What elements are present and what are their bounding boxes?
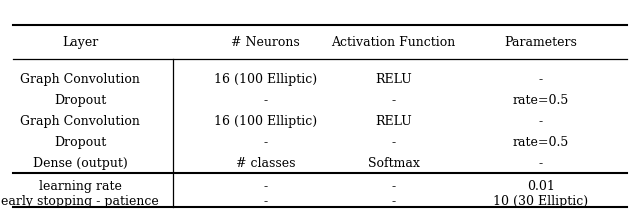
Text: Dropout: Dropout xyxy=(54,94,106,107)
Text: 10 (30 Elliptic): 10 (30 Elliptic) xyxy=(493,195,588,208)
Text: 0.01: 0.01 xyxy=(527,180,555,193)
Text: -: - xyxy=(264,94,268,107)
Text: RELU: RELU xyxy=(375,115,412,128)
Text: # Neurons: # Neurons xyxy=(231,36,300,49)
Text: Graph Convolution: Graph Convolution xyxy=(20,73,140,86)
Text: Parameters: Parameters xyxy=(504,36,577,49)
Text: Softmax: Softmax xyxy=(367,157,420,170)
Text: learning rate: learning rate xyxy=(38,180,122,193)
Text: -: - xyxy=(539,73,543,86)
Text: -: - xyxy=(392,195,396,208)
Text: rate=0.5: rate=0.5 xyxy=(513,94,569,107)
Text: 16 (100 Elliptic): 16 (100 Elliptic) xyxy=(214,73,317,86)
Text: -: - xyxy=(264,136,268,149)
Text: -: - xyxy=(539,157,543,170)
Text: -: - xyxy=(392,180,396,193)
Text: -: - xyxy=(392,136,396,149)
Text: rate=0.5: rate=0.5 xyxy=(513,136,569,149)
Text: -: - xyxy=(539,115,543,128)
Text: -: - xyxy=(392,94,396,107)
Text: -: - xyxy=(264,180,268,193)
Text: early stopping - patience: early stopping - patience xyxy=(1,195,159,208)
Text: Activation Function: Activation Function xyxy=(332,36,456,49)
Text: Layer: Layer xyxy=(62,36,98,49)
Text: RELU: RELU xyxy=(375,73,412,86)
Text: Dropout: Dropout xyxy=(54,136,106,149)
Text: # classes: # classes xyxy=(236,157,295,170)
Text: -: - xyxy=(264,195,268,208)
Text: 16 (100 Elliptic): 16 (100 Elliptic) xyxy=(214,115,317,128)
Text: Dense (output): Dense (output) xyxy=(33,157,127,170)
Text: Graph Convolution: Graph Convolution xyxy=(20,115,140,128)
